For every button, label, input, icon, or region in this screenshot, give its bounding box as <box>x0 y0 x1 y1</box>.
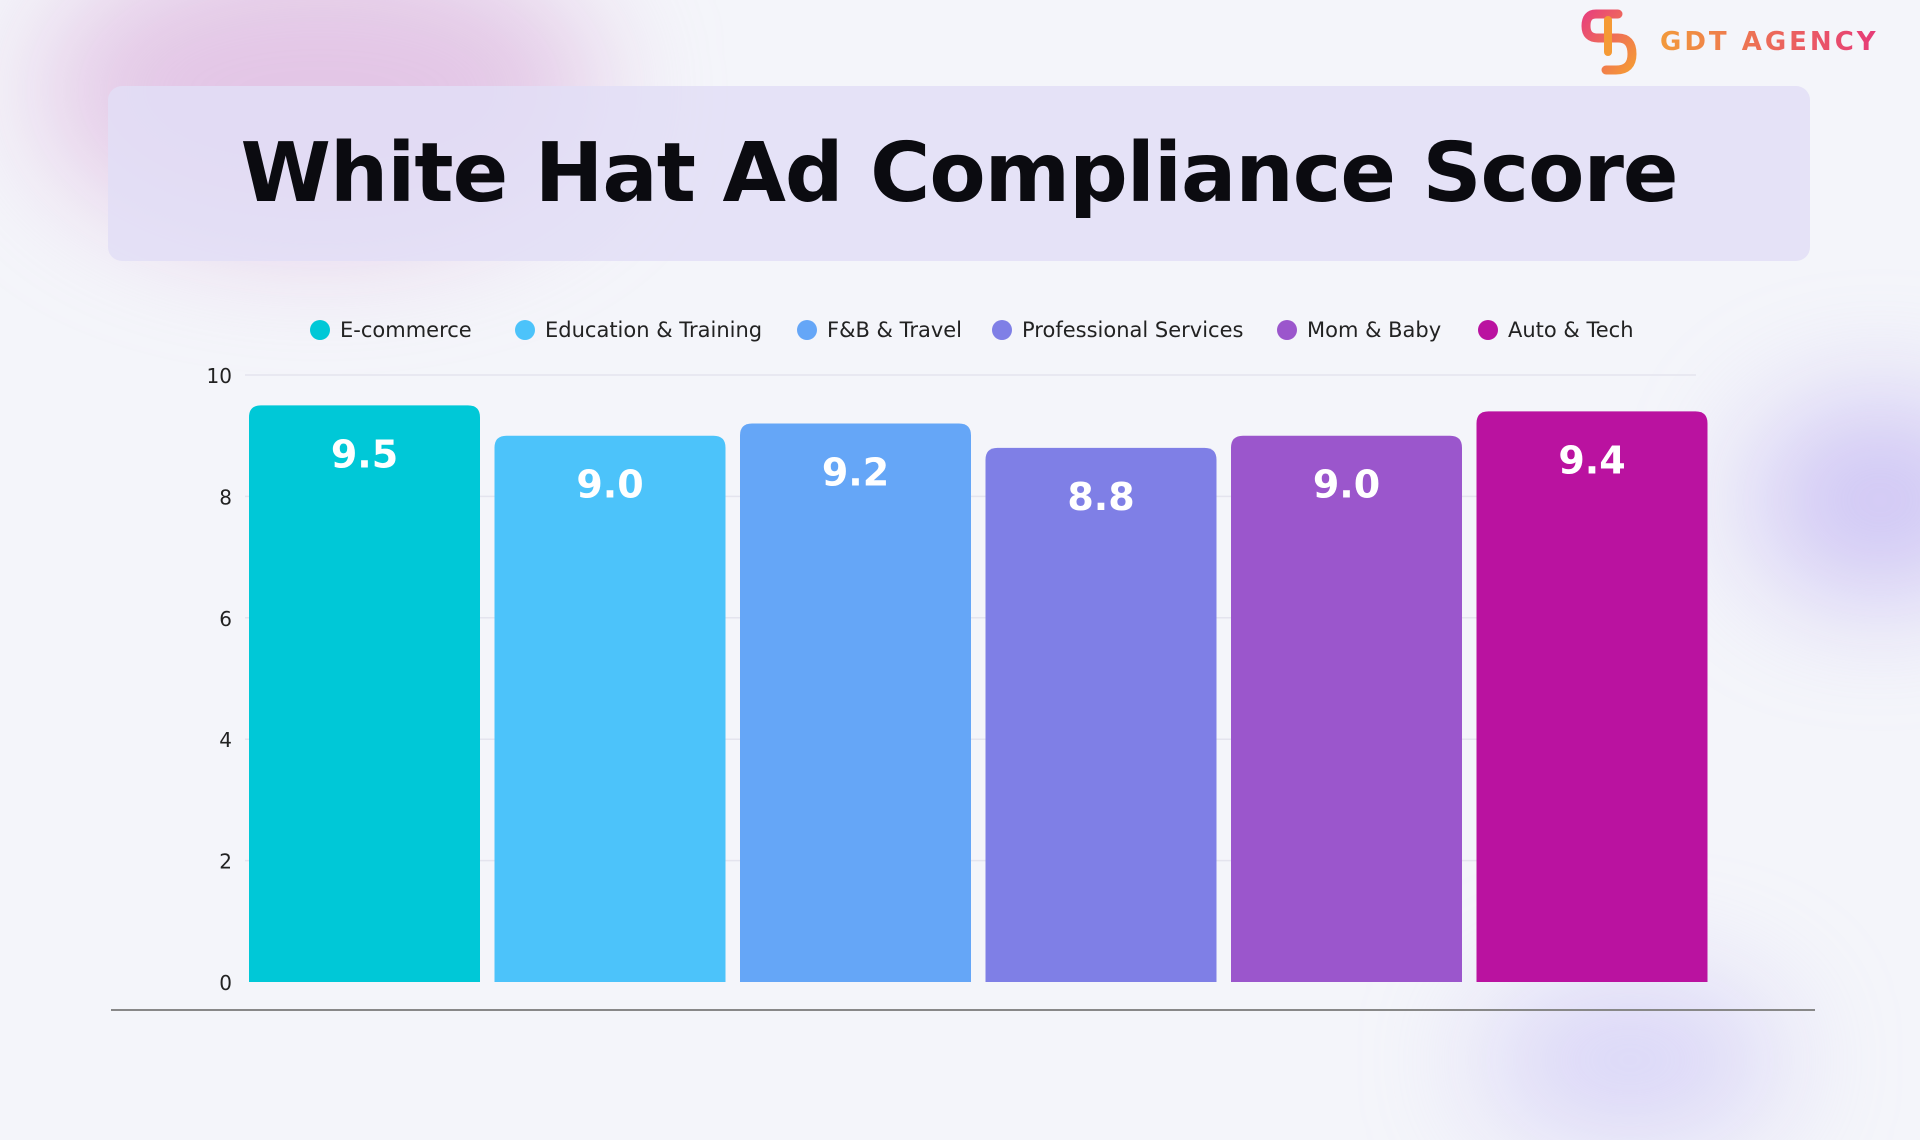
legend-label: Auto & Tech <box>1508 318 1634 342</box>
legend-label: E-commerce <box>340 318 472 342</box>
y-tick-label: 0 <box>219 971 232 995</box>
legend-label: Education & Training <box>545 318 763 342</box>
brand-logo: GDT AGENCY <box>1578 6 1879 78</box>
data-label: 9.4 <box>1558 438 1625 482</box>
logo-text: GDT AGENCY <box>1660 27 1879 57</box>
data-label: 9.0 <box>576 463 643 507</box>
legend-dot-icon <box>1478 320 1498 340</box>
logo-mark-icon <box>1581 9 1637 75</box>
legend-item: Professional Services <box>992 318 1243 342</box>
bar-professional-services <box>985 447 1217 983</box>
bar-chart: 0 2 4 6 8 10 9.5 9.0 9.2 8.8 9.0 9.4 <box>111 364 1815 1011</box>
bar-mom-baby <box>1231 435 1462 982</box>
legend-item: F&B & Travel <box>797 318 962 342</box>
legend: E-commerce Education & Training F&B & Trav… <box>0 318 1920 352</box>
data-label: 9.5 <box>331 432 398 476</box>
legend-dot-icon <box>515 320 535 340</box>
legend-item: E-commerce <box>310 318 472 342</box>
data-label: 9.2 <box>822 451 889 495</box>
legend-label: F&B & Travel <box>827 318 963 342</box>
bar-auto-tech <box>1476 411 1708 982</box>
legend-dot-icon <box>797 320 817 340</box>
bar-f-b-travel <box>740 423 971 982</box>
data-label: 9.0 <box>1313 463 1380 507</box>
legend-dot-icon <box>310 320 330 340</box>
y-tick-label: 8 <box>219 485 232 509</box>
legend-item: Mom & Baby <box>1277 318 1441 342</box>
bar-education-training <box>494 435 726 982</box>
y-tick-label: 2 <box>219 850 232 874</box>
y-tick-label: 6 <box>219 607 232 631</box>
legend-label: Mom & Baby <box>1307 318 1442 342</box>
legend-dot-icon <box>1277 320 1297 340</box>
legend-item: Education & Training <box>515 318 762 342</box>
chart-title: White Hat Ad Compliance Score <box>240 126 1678 221</box>
legend-item: Auto & Tech <box>1478 318 1634 342</box>
data-label: 8.8 <box>1067 475 1134 519</box>
y-tick-label: 4 <box>219 728 232 752</box>
legend-dot-icon <box>992 320 1012 340</box>
legend-label: Professional Services <box>1022 318 1244 342</box>
title-panel: White Hat Ad Compliance Score <box>108 86 1810 261</box>
bar-e-commerce <box>249 405 480 983</box>
y-tick-label: 10 <box>207 364 232 388</box>
